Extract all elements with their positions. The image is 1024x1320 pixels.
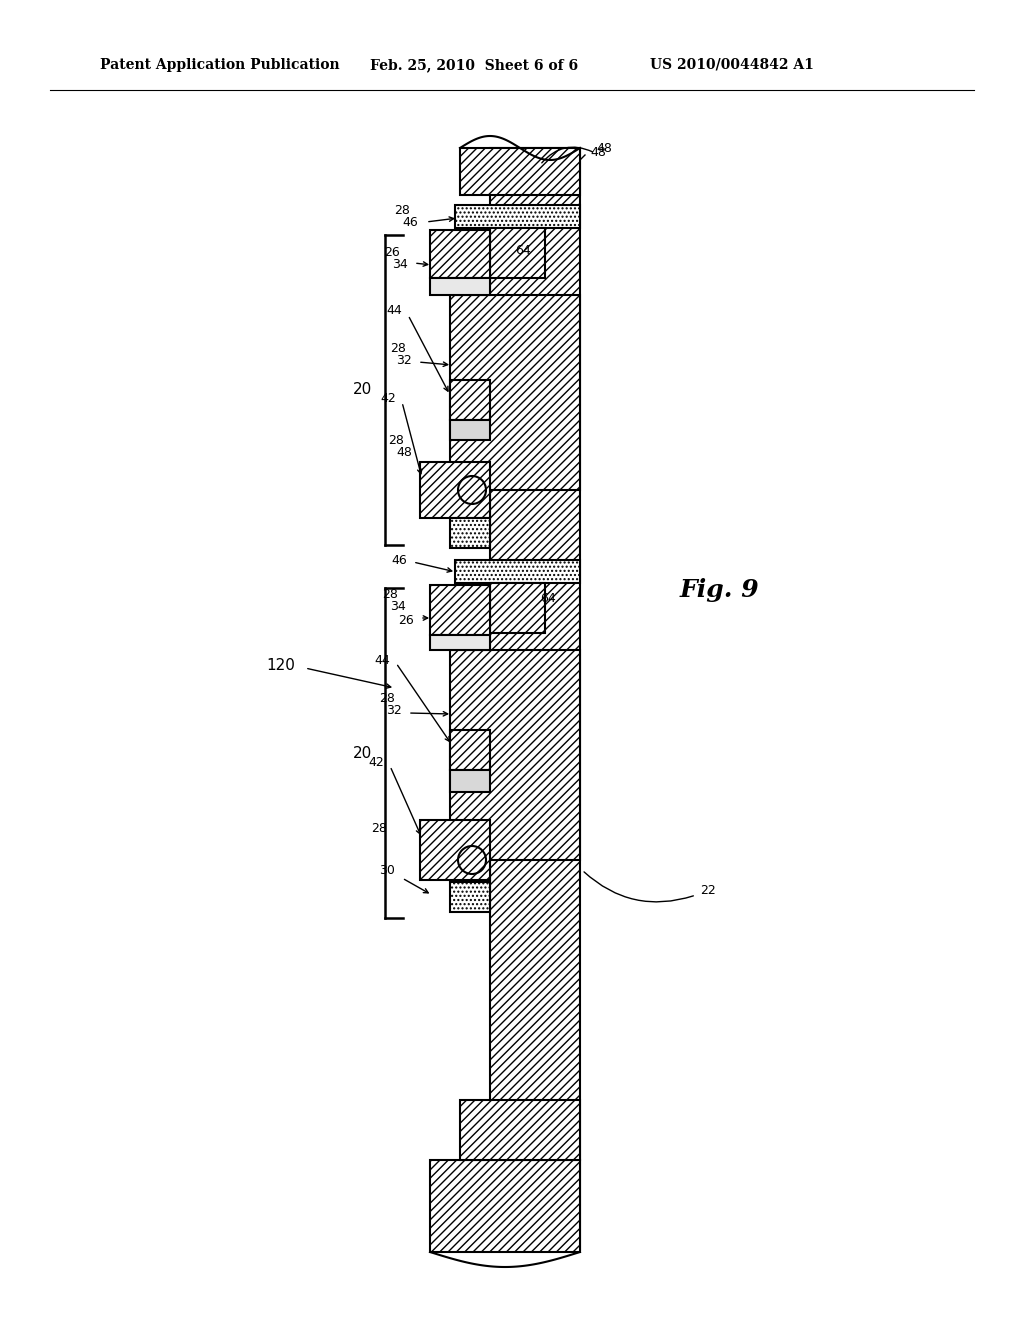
Bar [450,649,580,861]
Text: 42: 42 [369,755,384,768]
Text: 28: 28 [371,821,387,834]
Text: 34: 34 [390,601,406,614]
Text: 26: 26 [398,614,414,627]
Text: 32: 32 [396,354,412,367]
Bar [450,517,490,548]
Bar [490,228,545,279]
Text: 30: 30 [379,863,395,876]
Text: 64: 64 [515,243,530,256]
Text: 28: 28 [379,692,395,705]
Bar [450,294,580,490]
Text: 120: 120 [266,657,295,672]
Text: 20: 20 [353,746,373,760]
Bar [450,882,490,912]
Bar [450,730,490,770]
Text: 44: 44 [374,653,390,667]
Text: Feb. 25, 2010  Sheet 6 of 6: Feb. 25, 2010 Sheet 6 of 6 [370,58,579,73]
Text: 44: 44 [386,304,402,317]
Text: US 2010/0044842 A1: US 2010/0044842 A1 [650,58,814,73]
Text: 48: 48 [396,446,412,458]
Bar [450,770,490,792]
Bar [430,635,490,649]
Bar [455,205,580,228]
Text: 28: 28 [394,203,410,216]
Text: 20: 20 [353,383,373,397]
Bar [430,585,490,635]
Text: Fig. 9: Fig. 9 [680,578,760,602]
Text: 26: 26 [384,246,400,259]
Text: 42: 42 [380,392,396,404]
Bar [430,1160,580,1251]
Text: 46: 46 [391,553,407,566]
Text: 28: 28 [388,433,404,446]
Bar [450,420,490,440]
Text: 48: 48 [590,145,606,158]
Text: 46: 46 [402,215,418,228]
Text: 28: 28 [390,342,406,355]
Bar [460,1100,580,1160]
Text: 28: 28 [382,587,398,601]
Bar [490,583,545,634]
Text: Patent Application Publication: Patent Application Publication [100,58,340,73]
Bar [420,820,490,880]
Bar [490,148,580,1250]
Bar [430,230,490,279]
Text: 32: 32 [386,704,402,717]
Bar [460,148,580,195]
Bar [430,279,490,294]
Text: 48: 48 [596,141,612,154]
Bar [450,380,490,420]
Text: 22: 22 [700,883,716,896]
Text: 34: 34 [392,259,408,272]
Bar [455,560,580,583]
Text: 64: 64 [540,591,556,605]
Bar [420,462,490,517]
